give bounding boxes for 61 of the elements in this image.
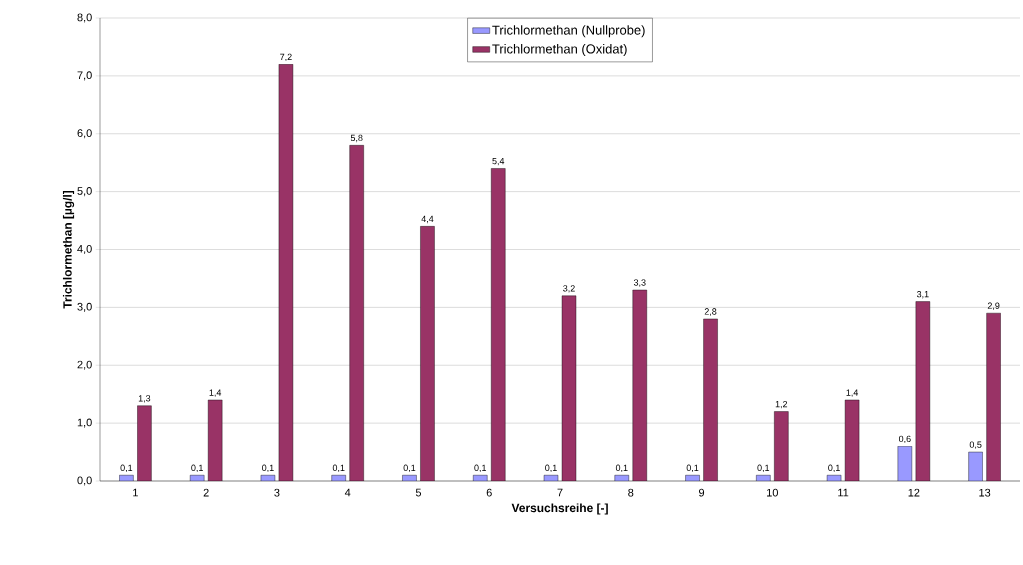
legend-label: Trichlormethan (Nullprobe) <box>492 25 645 38</box>
data-label: 3,1 <box>916 290 929 299</box>
bar <box>986 312 1001 481</box>
data-label: 0,1 <box>262 464 274 473</box>
data-label: 1,3 <box>138 395 151 403</box>
x-tick-label: 12 <box>908 488 920 497</box>
bar <box>420 226 435 481</box>
data-label: 1,4 <box>209 389 222 397</box>
bar <box>137 405 152 481</box>
x-tick-label: 1 <box>133 488 138 497</box>
bar <box>703 318 718 481</box>
x-tick-label: 11 <box>838 488 849 497</box>
bar <box>349 145 364 481</box>
data-label: 3,3 <box>633 279 646 287</box>
data-label: 5,4 <box>492 157 505 166</box>
x-tick-label: 8 <box>628 488 634 497</box>
data-label: 4,4 <box>421 215 434 224</box>
y-tick-label: 5,0 <box>77 187 92 197</box>
y-tick-label: 4,0 <box>77 244 92 255</box>
data-label: 0,1 <box>474 464 487 473</box>
data-label: 0,1 <box>120 464 133 473</box>
x-tick-label: 4 <box>344 488 351 497</box>
data-label: 3,2 <box>563 285 575 293</box>
data-label: 0,1 <box>403 464 416 473</box>
x-tick-label: 13 <box>979 488 991 497</box>
data-label: 0,1 <box>191 464 203 473</box>
data-label: 1,2 <box>775 400 788 409</box>
bar <box>491 168 506 481</box>
data-label: 2,9 <box>987 302 1000 310</box>
data-label: 0,1 <box>332 464 345 473</box>
data-label: 0,1 <box>828 464 840 473</box>
data-label: 0,5 <box>969 441 982 449</box>
x-tick-label: 6 <box>486 488 492 497</box>
data-label: 0,1 <box>545 464 557 473</box>
x-tick-label: 2 <box>203 488 209 497</box>
x-tick-label: 7 <box>557 488 563 497</box>
data-label: 0,1 <box>757 464 770 473</box>
y-axis-title: Trichlormethan [µg/l] <box>62 190 75 309</box>
x-tick-label: 9 <box>699 488 705 497</box>
y-tick-label: 3,0 <box>77 302 92 312</box>
data-label: 0,1 <box>615 464 628 473</box>
y-tick-label: 0,0 <box>77 476 92 486</box>
data-label: 1,4 <box>846 389 859 397</box>
bar <box>208 399 223 481</box>
y-tick-label: 6,0 <box>77 129 92 139</box>
x-tick-label: 10 <box>767 488 778 497</box>
bar <box>774 411 789 481</box>
data-label: 7,2 <box>280 53 292 62</box>
y-tick-label: 7,0 <box>77 71 92 81</box>
x-tick-label: 5 <box>415 488 422 497</box>
bar <box>632 290 647 481</box>
legend-label: Trichlormethan (Oxidat) <box>492 44 627 57</box>
y-tick-label: 2,0 <box>77 360 92 370</box>
data-label: 5,8 <box>350 134 363 143</box>
x-tick-label: 3 <box>274 488 280 497</box>
data-label: 0,1 <box>686 464 699 473</box>
y-tick-label: 8,0 <box>77 13 92 23</box>
data-label: 0,6 <box>898 435 911 444</box>
data-label: 2,8 <box>704 308 717 316</box>
x-axis-title: Versuchsreihe [-] <box>511 503 608 515</box>
y-tick-label: 1,0 <box>77 418 92 428</box>
